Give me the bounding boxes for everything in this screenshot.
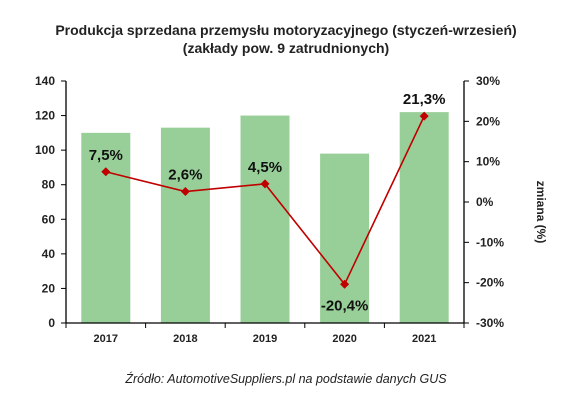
y2-tick-label: -10% bbox=[476, 235, 504, 249]
y2-tick-label: -20% bbox=[476, 276, 504, 290]
y2-axis-title: zmiana (%) bbox=[534, 181, 548, 244]
x-tick-label: 2019 bbox=[253, 333, 277, 345]
bar bbox=[81, 132, 131, 323]
x-tick-label: 2017 bbox=[94, 333, 118, 345]
y-tick-label: 120 bbox=[35, 109, 55, 123]
y2-tick-label: 30% bbox=[476, 74, 500, 88]
y-tick-label: 140 bbox=[35, 74, 55, 88]
chart-subtitle: (zakłady pow. 9 zatrudnionych) bbox=[183, 40, 389, 56]
x-tick-label: 2021 bbox=[412, 333, 436, 345]
y2-tick-label: 0% bbox=[476, 195, 494, 209]
y2-tick-label: 20% bbox=[476, 114, 500, 128]
data-label: -20,4% bbox=[321, 297, 369, 314]
y-tick-label: 100 bbox=[35, 143, 55, 157]
line-marker bbox=[180, 187, 190, 197]
data-labels-group: 7,5% 2,6% 4,5% -20,4% 21,3% bbox=[89, 91, 446, 314]
line-marker bbox=[260, 179, 270, 189]
y2-tick-label: 10% bbox=[476, 155, 500, 169]
axes-group: 0 20 40 60 80 100 120 140 -30% -20% -10% 0% 10% 20% 30… bbox=[35, 74, 504, 345]
bar bbox=[160, 127, 210, 324]
bar bbox=[240, 115, 290, 323]
bar bbox=[399, 112, 449, 323]
source-note: Źródło: AutomotiveSuppliers.pl na podsta… bbox=[124, 371, 447, 386]
bar bbox=[320, 153, 370, 323]
change-line-group bbox=[101, 111, 429, 289]
data-label: 2,6% bbox=[168, 167, 202, 184]
line-marker bbox=[101, 167, 111, 177]
y-tick-label: 60 bbox=[42, 212, 56, 226]
y-tick-label: 0 bbox=[48, 316, 55, 330]
y-tick-label: 80 bbox=[42, 178, 56, 192]
x-tick-label: 2018 bbox=[173, 333, 197, 345]
y2-tick-label: -30% bbox=[476, 316, 504, 330]
data-label: 4,5% bbox=[248, 159, 282, 176]
data-label: 21,3% bbox=[403, 91, 446, 108]
chart-title: Produkcja sprzedana przemysłu motoryzacy… bbox=[55, 22, 516, 38]
y-tick-label: 20 bbox=[42, 281, 56, 295]
bars-group bbox=[81, 112, 449, 324]
x-tick-label: 2020 bbox=[332, 333, 356, 345]
line-marker bbox=[340, 279, 350, 289]
data-label: 7,5% bbox=[89, 147, 123, 164]
line-marker bbox=[419, 111, 429, 121]
y-tick-label: 40 bbox=[42, 247, 56, 261]
